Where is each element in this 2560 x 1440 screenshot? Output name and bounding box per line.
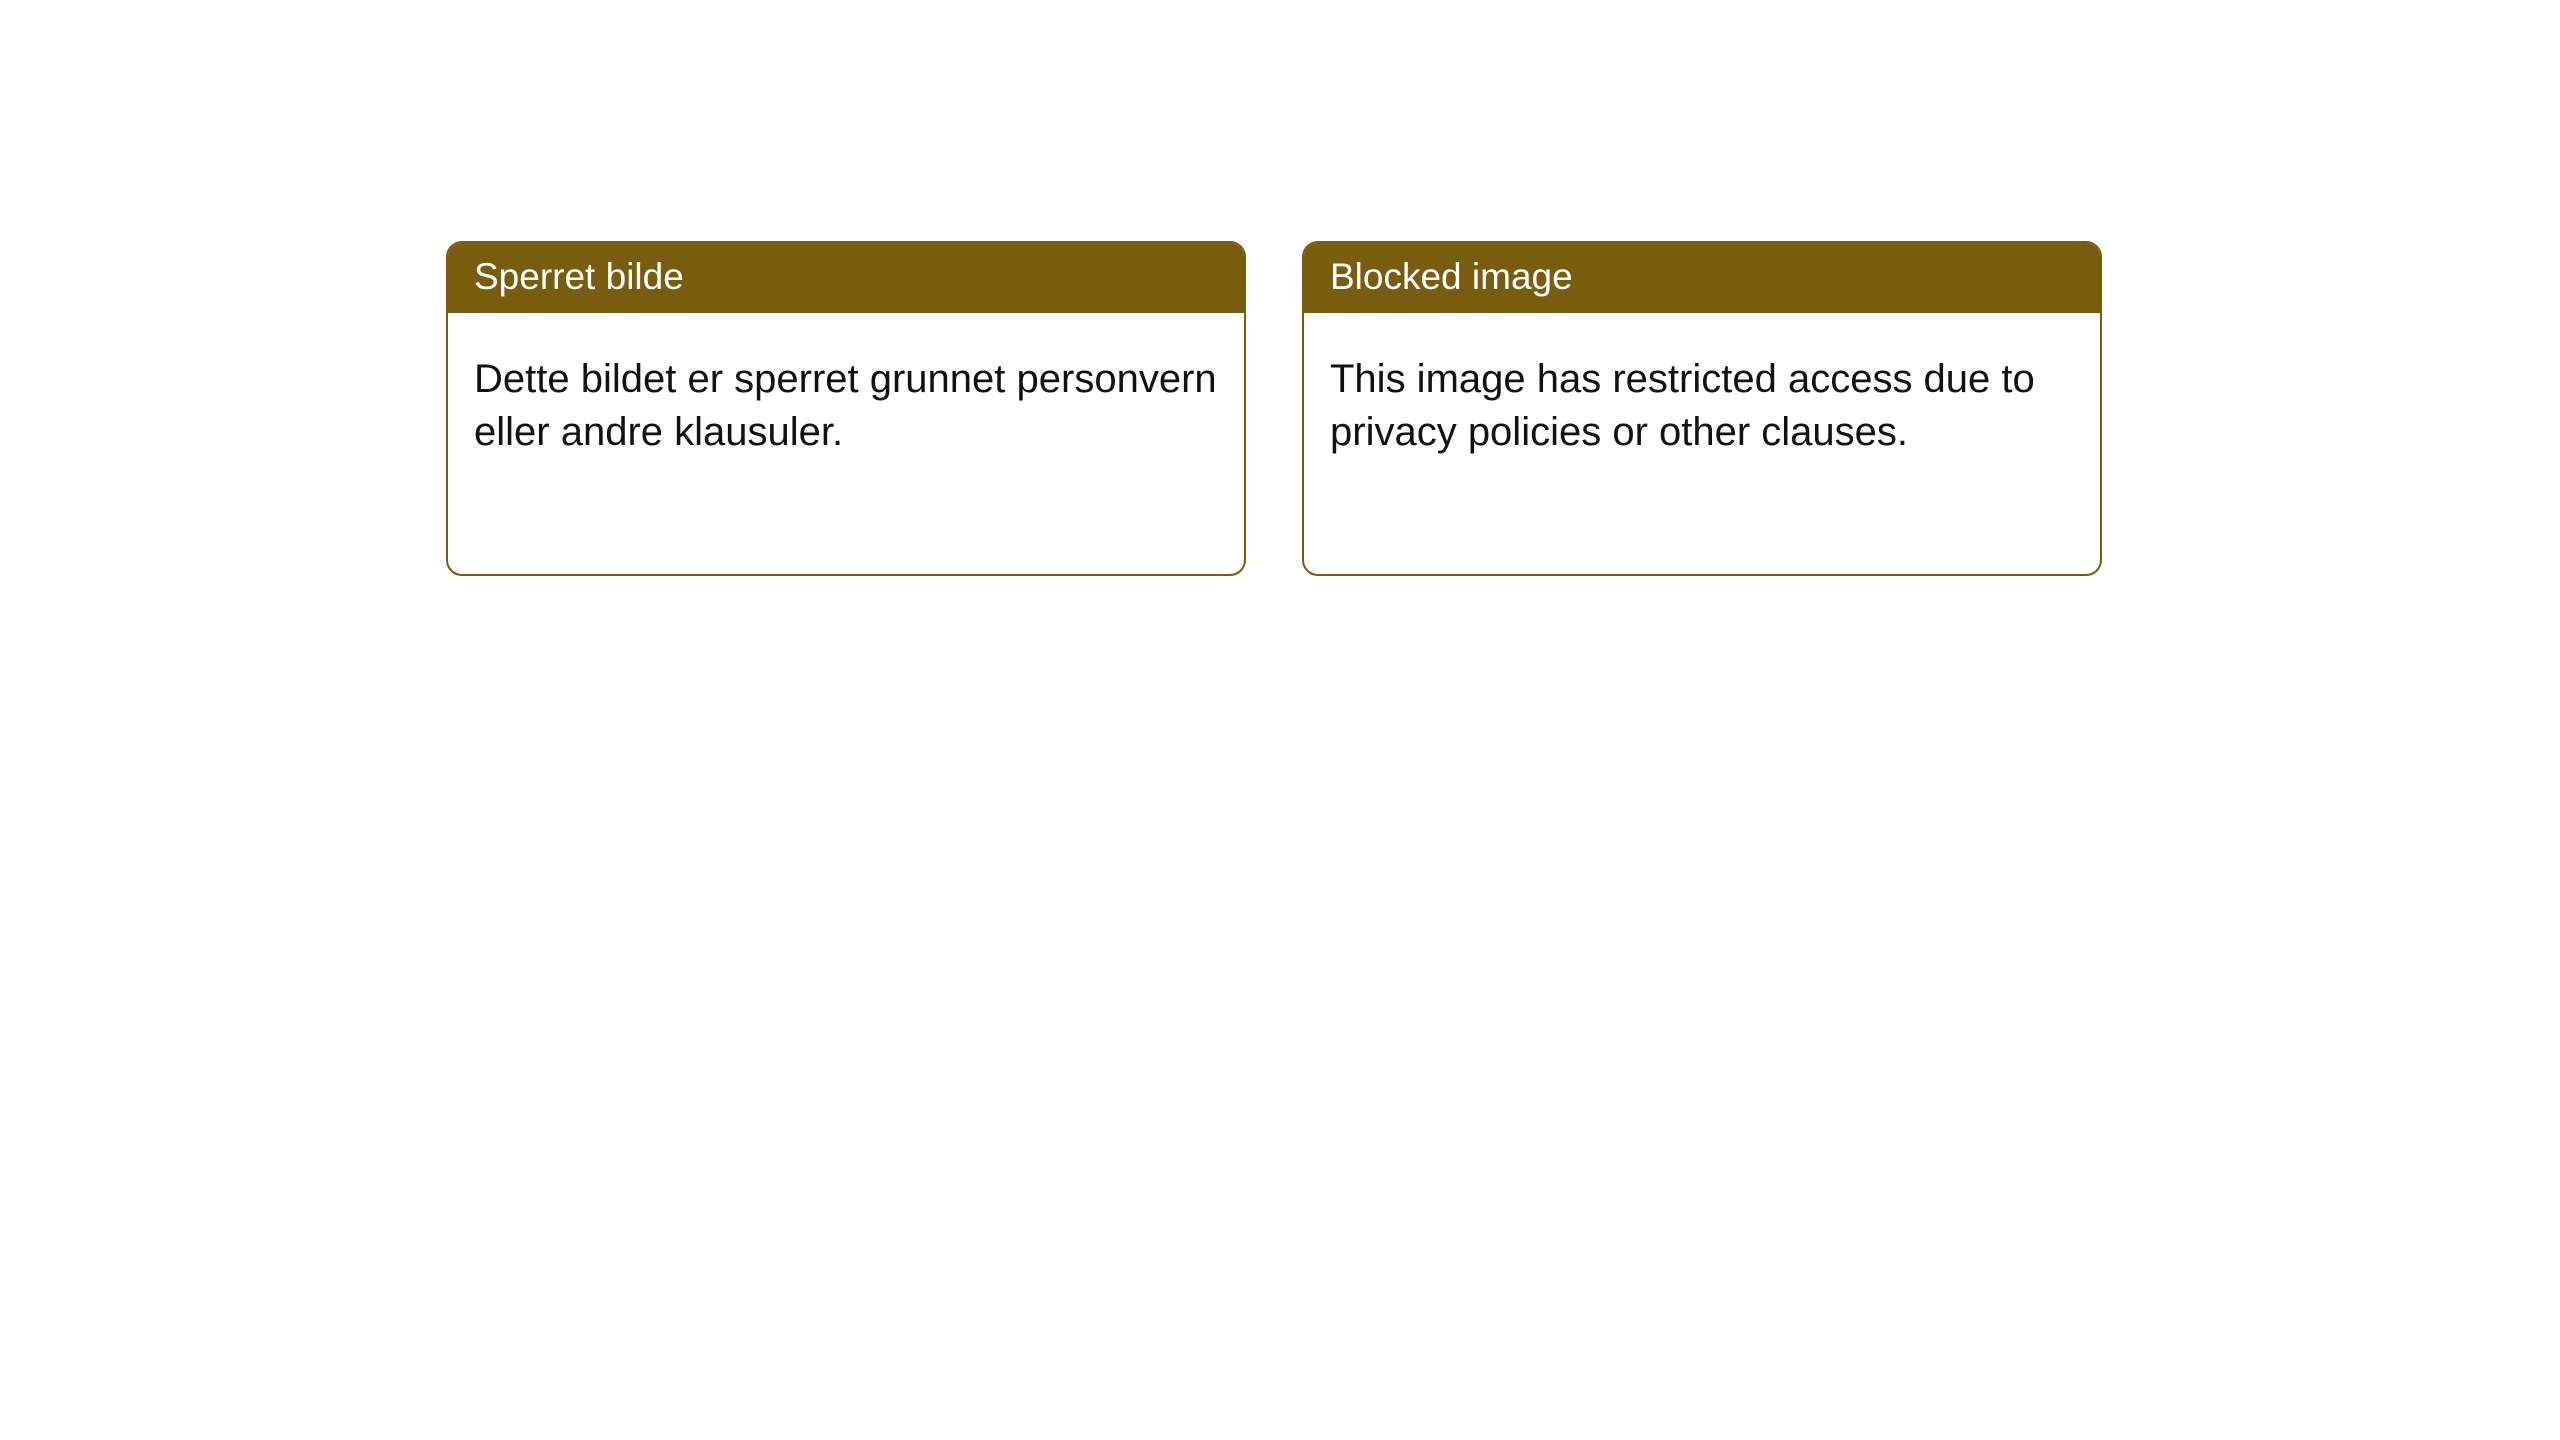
- notice-card-english: Blocked image This image has restricted …: [1302, 241, 2102, 576]
- notice-card-title: Sperret bilde: [448, 243, 1244, 313]
- notice-card-body: This image has restricted access due to …: [1304, 313, 2100, 485]
- notice-card-title: Blocked image: [1304, 243, 2100, 313]
- notice-card-body: Dette bildet er sperret grunnet personve…: [448, 313, 1244, 485]
- notice-card-norwegian: Sperret bilde Dette bildet er sperret gr…: [446, 241, 1246, 576]
- notice-container: Sperret bilde Dette bildet er sperret gr…: [0, 0, 2560, 576]
